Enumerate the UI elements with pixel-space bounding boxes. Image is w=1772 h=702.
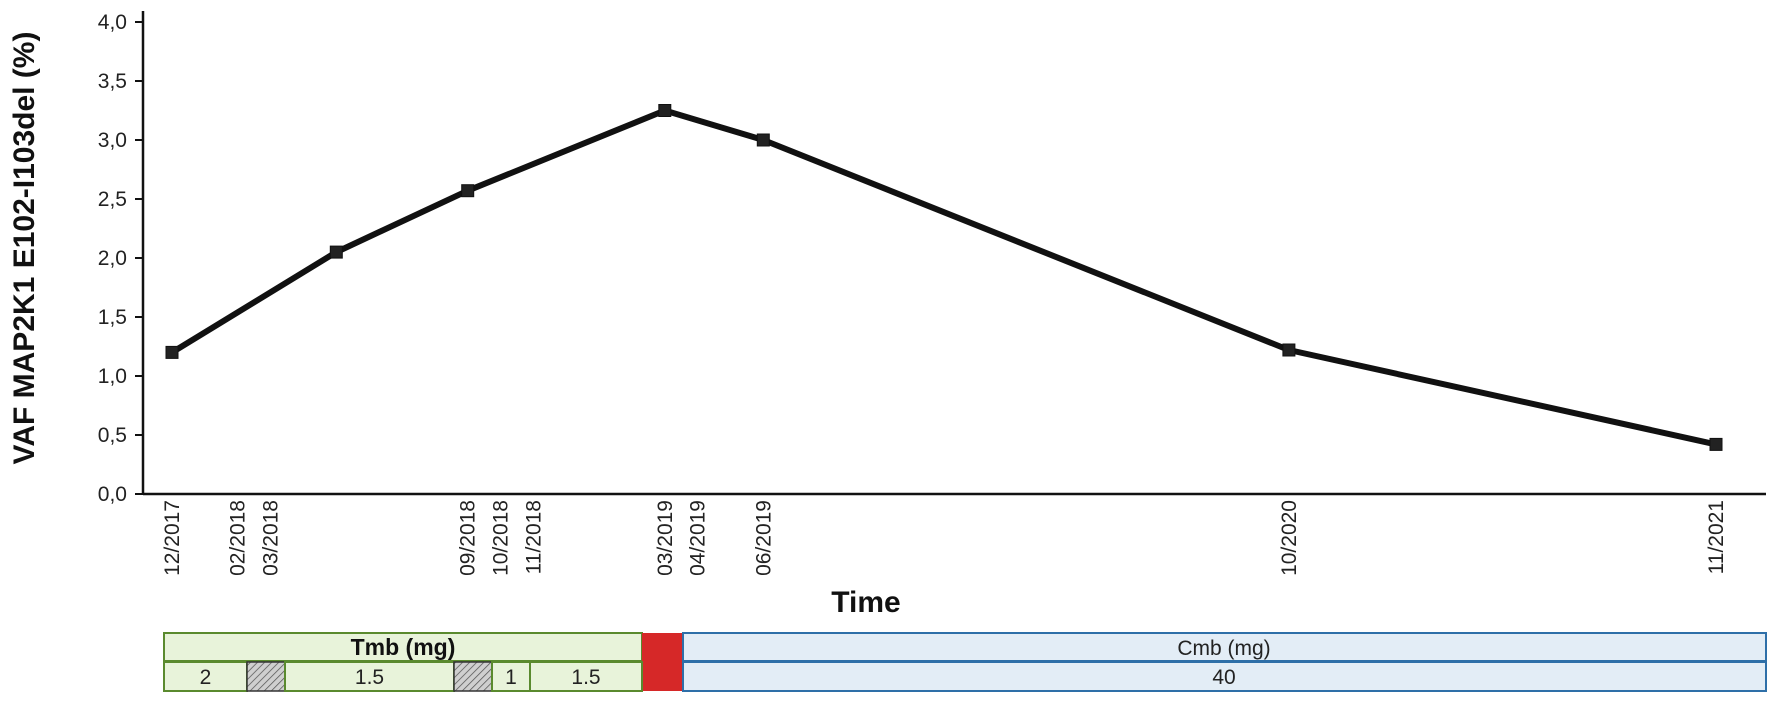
y-tick-label: 2,5 bbox=[98, 188, 127, 211]
tmb-dose-cell bbox=[529, 661, 643, 692]
series-line bbox=[170, 107, 1717, 448]
y-axis-ticks: 0,0 0,5 1,0 1,5 2,0 2,5 3,0 3,5 4,0 bbox=[98, 11, 143, 506]
data-point bbox=[461, 184, 475, 198]
x-axis-date-labels: 12/2017 02/2018 03/2018 09/2018 10/2018 11/20… bbox=[161, 500, 1728, 576]
x-date-label: 03/2019 bbox=[654, 500, 677, 576]
x-date-label: 10/2020 bbox=[1278, 500, 1301, 576]
tmb-dose-cell bbox=[284, 661, 455, 692]
x-date-label: 12/2017 bbox=[161, 500, 184, 576]
y-tick-label: 0,0 bbox=[98, 483, 127, 506]
y-tick-label: 2,0 bbox=[98, 247, 127, 270]
cmb-title-cell bbox=[682, 632, 1767, 662]
y-axis-title: VAF MAP2K1 E102-I103del (%) bbox=[8, 32, 41, 465]
data-point bbox=[1282, 343, 1296, 357]
axes bbox=[141, 11, 1766, 496]
x-date-label: 04/2019 bbox=[687, 500, 710, 576]
tmb-dose-cell bbox=[491, 661, 531, 692]
x-date-label: 11/2021 bbox=[1705, 500, 1728, 574]
cmb-dose-cell bbox=[682, 661, 1767, 692]
x-date-label: 11/2018 bbox=[522, 500, 545, 574]
x-date-label: 03/2018 bbox=[260, 500, 283, 576]
cmb-dose-label: 40 bbox=[1212, 666, 1235, 689]
tmb-title-cell bbox=[163, 632, 643, 662]
y-tick-label: 0,5 bbox=[98, 424, 127, 447]
tmb-pause-cell bbox=[246, 661, 286, 692]
data-point bbox=[756, 133, 770, 147]
series-layer bbox=[165, 104, 1723, 451]
x-date-label: 06/2019 bbox=[752, 500, 775, 576]
x-date-label: 10/2018 bbox=[490, 500, 513, 576]
treatment-gap bbox=[642, 633, 683, 691]
data-point bbox=[658, 104, 672, 117]
y-tick-label: 1,5 bbox=[98, 306, 127, 329]
tmb-pause-cell bbox=[453, 661, 493, 692]
cmb-title-label: Cmb (mg) bbox=[1177, 637, 1270, 660]
data-point bbox=[1709, 437, 1723, 451]
y-tick-label: 4,0 bbox=[98, 11, 127, 34]
tmb-dose-label: 1.5 bbox=[355, 666, 384, 689]
y-tick-label: 3,5 bbox=[98, 70, 127, 93]
tmb-dose-label: 2 bbox=[200, 666, 212, 689]
y-tick-label: 1,0 bbox=[98, 365, 127, 388]
data-point bbox=[329, 245, 343, 259]
tmb-dose-label: 1 bbox=[505, 666, 517, 689]
treatment-timeline: Tmb (mg) Cmb (mg) 2 1.5 1 1.5 40 bbox=[163, 632, 1767, 692]
x-date-label: 09/2018 bbox=[457, 500, 480, 576]
x-axis-title: Time bbox=[831, 586, 900, 619]
y-tick-label: 3,0 bbox=[98, 129, 127, 152]
tmb-dose-label: 1.5 bbox=[571, 666, 600, 689]
x-date-label: 02/2018 bbox=[227, 500, 250, 576]
tmb-title-label: Tmb (mg) bbox=[351, 634, 456, 660]
data-point bbox=[165, 345, 179, 359]
